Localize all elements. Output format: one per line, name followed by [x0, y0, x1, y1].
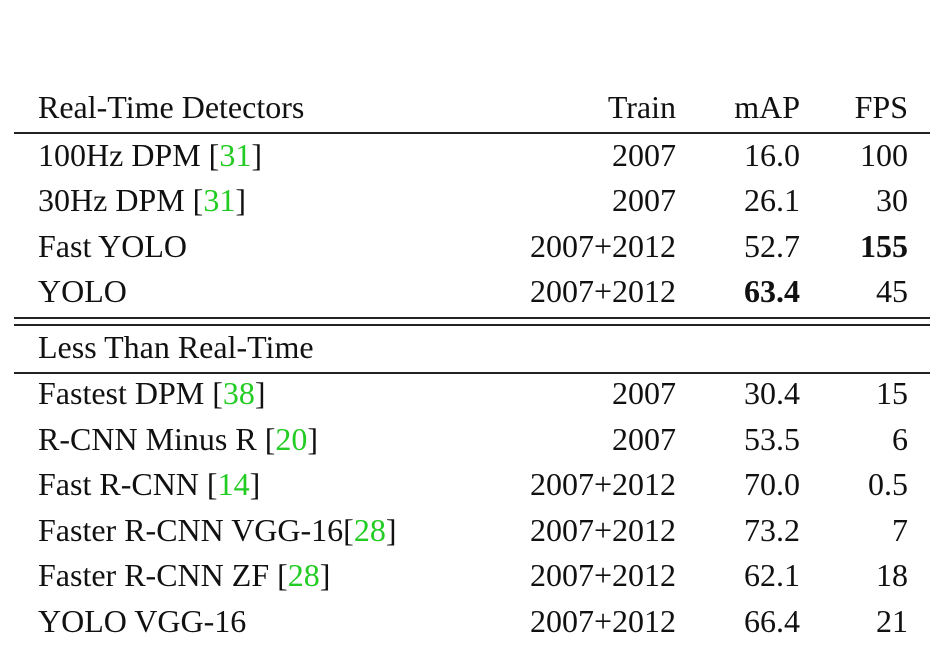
citation-bracket: [	[212, 375, 223, 411]
method-name: Faster R-CNN ZF	[38, 557, 278, 594]
map-cell: 26.1	[744, 182, 800, 219]
method-name: Fast YOLO	[38, 227, 188, 264]
train-cell: 2007+2012	[529, 227, 676, 264]
header-cell: FPS	[854, 89, 908, 125]
map-cell: 70.0	[744, 466, 800, 503]
citation-ref: 31	[219, 137, 252, 173]
map-cell: 53.5	[744, 420, 800, 457]
rule	[14, 132, 930, 134]
map-cell: 52.7	[744, 227, 800, 264]
citation-bracket: ]	[385, 511, 397, 548]
citation-ref: 14	[217, 466, 250, 503]
train-cell: 2007	[612, 420, 676, 457]
train-cell: 2007+2012	[529, 557, 676, 594]
header-cell: Real-Time Detectors	[38, 89, 305, 125]
method-cell: Fastest DPM [38]	[38, 371, 266, 415]
citation-ref: 31	[203, 182, 236, 219]
fps-cell: 0.5	[868, 466, 908, 503]
map-cell: 16.0	[744, 137, 800, 173]
citation-bracket: [	[277, 557, 288, 594]
citation-bracket: ]	[249, 466, 261, 503]
train-cell: 2007+2012	[529, 466, 676, 503]
fps-cell: 100	[860, 137, 908, 173]
train-cell: 2007+2012	[529, 511, 676, 548]
map-cell: 66.4	[744, 603, 800, 639]
citation-ref: 38	[222, 375, 255, 411]
citation-bracket: ]	[319, 557, 331, 594]
citation-bracket: [	[206, 466, 218, 503]
citation-ref: 20	[275, 420, 308, 457]
method-name: Fastest DPM	[38, 375, 213, 411]
fps-cell: 15	[876, 375, 908, 411]
method-cell: 30Hz DPM [31]	[38, 178, 246, 222]
fps-cell: 30	[876, 182, 908, 219]
train-cell: 2007	[612, 182, 676, 219]
method-cell: Faster R-CNN VGG-16[28]	[38, 508, 396, 552]
citation-bracket: [	[208, 137, 220, 173]
header-cell: mAP	[734, 89, 800, 125]
method-name: YOLO	[38, 272, 127, 309]
citation-bracket: [	[343, 511, 354, 548]
fps-cell: 6	[892, 420, 908, 457]
citation-bracket: [	[264, 420, 276, 457]
method-name: R-CNN Minus R	[38, 420, 265, 457]
citation-bracket: [	[192, 182, 204, 219]
citation-bracket: ]	[235, 182, 246, 219]
train-cell: 2007+2012	[529, 603, 676, 639]
method-cell: Fast R-CNN [14]	[38, 462, 260, 506]
method-cell: YOLO	[38, 269, 127, 313]
train-cell: 2007	[612, 137, 676, 173]
citation-bracket: ]	[307, 420, 319, 457]
method-name: Faster R-CNN VGG-16	[38, 511, 344, 548]
method-cell: Fast YOLO	[38, 224, 187, 268]
citation-ref: 28	[353, 511, 386, 548]
train-cell: 2007	[612, 375, 676, 411]
fps-cell: 21	[876, 603, 908, 639]
method-cell: 100Hz DPM [31]	[38, 133, 262, 177]
method-name: YOLO VGG-16	[38, 603, 247, 639]
map-cell: 30.4	[744, 375, 800, 411]
rule	[14, 324, 930, 326]
map-cell: 63.4	[744, 272, 800, 309]
rule	[14, 317, 930, 319]
map-cell: 62.1	[744, 557, 800, 594]
citation-ref: 28	[287, 557, 320, 594]
method-cell: Faster R-CNN ZF [28]	[38, 553, 330, 597]
section-title: Less Than Real-Time	[38, 329, 314, 365]
method-name: 30Hz DPM	[38, 182, 193, 219]
citation-bracket: ]	[251, 137, 262, 173]
header-cell: Train	[607, 89, 676, 125]
fps-cell: 18	[876, 557, 908, 594]
map-cell: 73.2	[744, 511, 800, 548]
citation-bracket: ]	[254, 375, 266, 411]
method-cell: YOLO VGG-16	[38, 599, 246, 643]
fps-cell: 155	[860, 227, 908, 264]
method-name: Fast R-CNN	[38, 466, 207, 503]
rule	[14, 372, 930, 374]
method-name: 100Hz DPM	[38, 137, 209, 173]
train-cell: 2007+2012	[529, 272, 676, 309]
fps-cell: 7	[892, 511, 908, 548]
fps-cell: 45	[876, 272, 908, 309]
method-cell: R-CNN Minus R [20]	[38, 417, 318, 461]
